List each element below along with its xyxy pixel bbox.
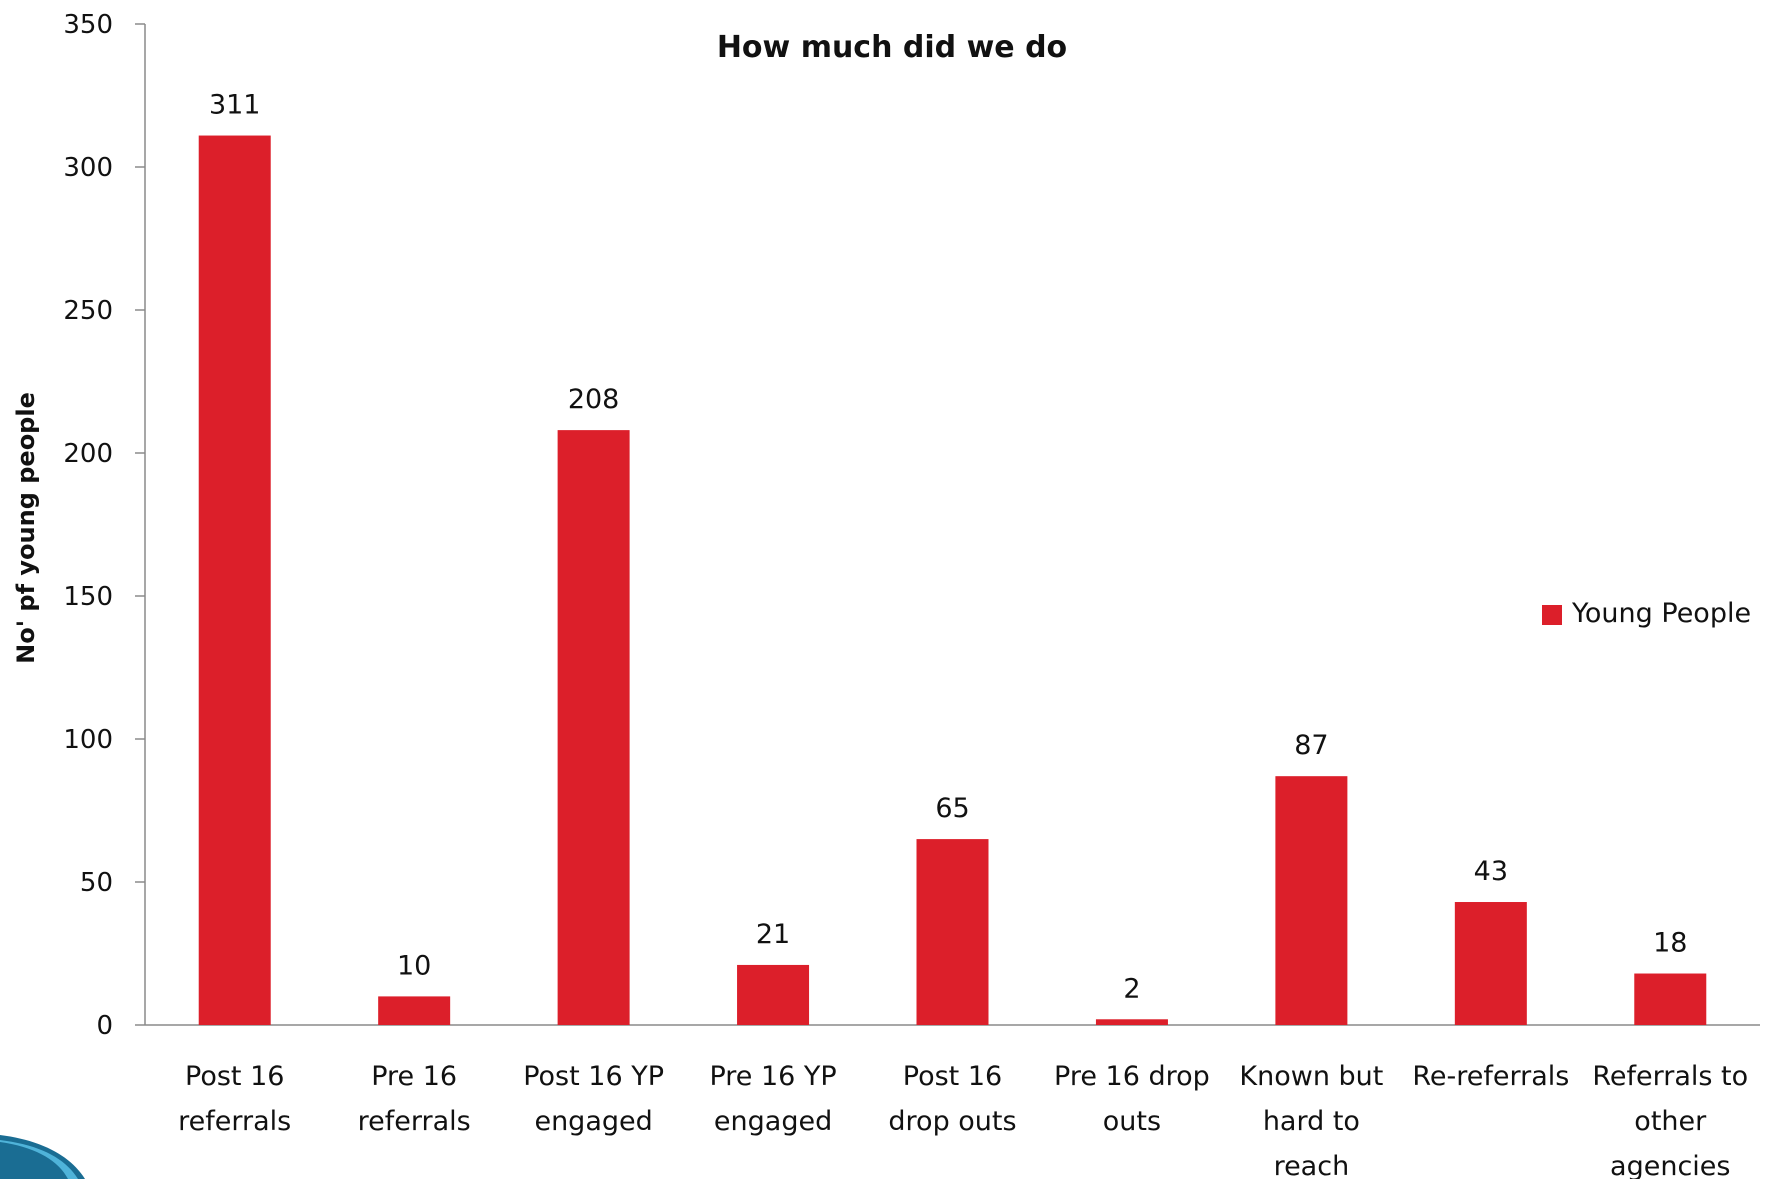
y-tick-label: 300 xyxy=(63,153,113,183)
bar xyxy=(557,430,630,1025)
x-category-label-line: Referrals to xyxy=(1592,1061,1748,1092)
bar xyxy=(1634,973,1707,1025)
x-category-label-line: outs xyxy=(1103,1106,1161,1137)
x-category-label-line: Pre 16 YP xyxy=(709,1061,836,1092)
x-category-label: Referrals to other agencies xyxy=(1592,1061,1748,1179)
y-axis: 0 50 100 150 200 250 300 350 xyxy=(63,10,146,1041)
x-category-label-line: referrals xyxy=(358,1106,471,1137)
legend-label: Young People xyxy=(1571,598,1751,629)
x-category-label: Pre 16 YP engaged xyxy=(709,1061,836,1137)
x-category-label-line: agencies xyxy=(1610,1151,1730,1179)
bar-value-label: 208 xyxy=(568,384,620,415)
y-tick-label: 50 xyxy=(80,868,113,898)
bar xyxy=(737,964,810,1025)
data-labels: 311 10 208 21 65 2 87 43 18 xyxy=(209,90,1688,1005)
x-category-label-line: referrals xyxy=(178,1106,291,1137)
x-category-label-line: engaged xyxy=(534,1106,652,1137)
bar xyxy=(1454,902,1527,1025)
x-category-label-line: Re-referrals xyxy=(1412,1061,1569,1092)
bar xyxy=(1275,776,1348,1025)
bar xyxy=(916,839,989,1025)
bar-value-label: 65 xyxy=(935,793,969,824)
y-tick-label: 150 xyxy=(63,582,113,612)
x-category-label-line: Known but xyxy=(1239,1061,1383,1092)
x-category-label-line: Pre 16 xyxy=(371,1061,457,1092)
x-category-label-line: Pre 16 drop xyxy=(1054,1061,1210,1092)
y-tick-label: 250 xyxy=(63,296,113,326)
y-tick-label: 200 xyxy=(63,439,113,469)
bar-value-label: 43 xyxy=(1474,856,1508,887)
x-category-label-line: hard to xyxy=(1263,1106,1360,1137)
bar-value-label: 311 xyxy=(209,90,261,121)
x-category-label: Post 16 YP engaged xyxy=(523,1061,664,1137)
corner-swoosh-highlight xyxy=(0,1140,78,1179)
x-category-label: Post 16 drop outs xyxy=(888,1061,1016,1137)
y-tick-label: 0 xyxy=(96,1011,113,1041)
bar xyxy=(1095,1019,1168,1025)
x-category-label: Post 16 referrals xyxy=(178,1061,291,1137)
bar-value-label: 21 xyxy=(756,919,790,950)
chart-title: How much did we do xyxy=(717,30,1067,65)
bar-value-label: 2 xyxy=(1123,973,1140,1004)
x-category-label-line: Post 16 xyxy=(185,1061,284,1092)
x-category-label: Re-referrals xyxy=(1412,1061,1569,1092)
category-labels: Post 16 referrals Pre 16 referrals Post 16 Y… xyxy=(178,1061,1748,1179)
y-tick-label: 350 xyxy=(63,10,113,40)
bar-series xyxy=(198,135,1707,1026)
x-category-label-line: engaged xyxy=(714,1106,832,1137)
y-axis-title: No' pf young people xyxy=(12,392,40,664)
bar-value-label: 18 xyxy=(1653,928,1687,959)
x-category-label: Known but hard to reach xyxy=(1239,1061,1383,1179)
x-category-label-line: drop outs xyxy=(888,1106,1016,1137)
legend-swatch xyxy=(1542,605,1562,625)
bar-value-label: 10 xyxy=(397,950,431,981)
bar xyxy=(198,135,271,1026)
x-category-label-line: Post 16 YP xyxy=(523,1061,664,1092)
legend: Young People xyxy=(1542,598,1751,629)
bar xyxy=(378,996,451,1025)
x-category-label-line: other xyxy=(1634,1106,1707,1137)
y-tick-label: 100 xyxy=(63,725,113,755)
x-category-label: Pre 16 referrals xyxy=(358,1061,471,1137)
x-category-label: Pre 16 drop outs xyxy=(1054,1061,1210,1137)
bar-value-label: 87 xyxy=(1294,730,1328,761)
x-category-label-line: reach xyxy=(1274,1151,1350,1179)
x-category-label-line: Post 16 xyxy=(903,1061,1002,1092)
